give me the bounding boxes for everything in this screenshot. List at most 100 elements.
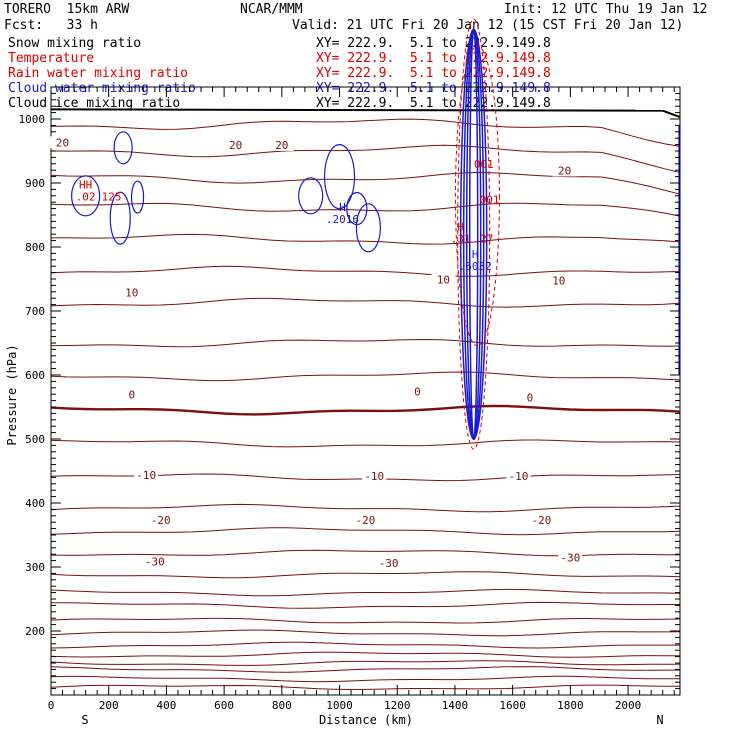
isotherm-line: [50, 527, 681, 536]
isotherm-label-bg: [134, 469, 159, 482]
field-xy-temperature: XY= 222.9. 5.1 to 222.9.149.8: [316, 51, 551, 66]
extremum-value: 001: [480, 194, 500, 207]
rain-contour: [454, 45, 500, 347]
isotherm-label-bg: [148, 513, 173, 526]
y-tick-label: 500: [25, 433, 45, 446]
isotherm-line: [50, 660, 681, 666]
isotherm-line: [50, 439, 681, 448]
isotherm-label-bg: [558, 551, 583, 564]
isotherm-label-bg: [353, 513, 378, 526]
isotherm-label-bg: [529, 513, 554, 526]
isotherm-label: -30: [145, 556, 165, 569]
isotherm-line: [50, 338, 681, 348]
valid-time: Valid: 21 UTC Fri 20 Jan 12 (15 CST Fri …: [292, 18, 684, 33]
extremum-value: 27: [480, 233, 493, 246]
extremum-value: .2016: [326, 213, 359, 226]
isotherm-label: 0: [527, 392, 534, 405]
isotherm-line: [50, 651, 681, 658]
isotherm-label: 20: [275, 139, 288, 152]
endpoint-north: N: [656, 713, 663, 727]
y-tick-label: 200: [25, 625, 45, 638]
cloud-water-contour: [113, 131, 133, 165]
y-tick-label: 900: [25, 177, 45, 190]
isotherm-label: -10: [136, 469, 156, 482]
x-tick-label: 400: [156, 699, 176, 712]
center-name: NCAR/MMM: [240, 2, 303, 17]
convective-cloud-contour: [468, 28, 479, 440]
isotherm-label: -30: [560, 552, 580, 565]
extremum-marker: H: [472, 248, 479, 261]
isotherm-line: [50, 297, 681, 308]
isotherm-label: -30: [379, 557, 399, 570]
extremum-value: 125: [102, 190, 122, 203]
terrain-line: [662, 109, 681, 119]
field-xy-rain: XY= 222.9. 5.1 to 222.9.149.8: [316, 66, 551, 81]
extremum-value: 001: [474, 158, 494, 171]
init-time: Init: 12 UTC Thu 19 Jan 12: [504, 2, 708, 17]
isotherm-label-bg: [269, 138, 294, 151]
isotherm-label: -20: [151, 514, 171, 527]
cloud-water-contour: [109, 191, 131, 245]
isotherm-label: -20: [356, 514, 376, 527]
isotherm-label-bg: [119, 286, 144, 299]
rain-contour: [457, 18, 491, 450]
isotherm-label-bg: [517, 391, 542, 404]
isotherm-label: 20: [56, 136, 69, 149]
cloud-water-contour: [346, 192, 368, 226]
field-xy-cloud-ice: XY= 222.9. 5.1 to 222.9.149.8: [316, 96, 551, 111]
cloud-water-contour: [298, 177, 324, 215]
y-tick-label: 600: [25, 369, 45, 382]
isotherm-label-bg: [362, 469, 387, 482]
isotherm-label-bg: [552, 164, 577, 177]
isotherm-label-bg: [376, 556, 401, 569]
isotherm-label: 10: [125, 287, 138, 300]
y-tick-label: 700: [25, 305, 45, 318]
isotherm-label: 0: [414, 385, 421, 398]
isotherm-line: [51, 601, 680, 609]
extremum-value: .02: [76, 190, 96, 203]
y-tick-label: 1000: [19, 113, 46, 126]
isotherm-line: [50, 571, 681, 579]
isotherm-line: [50, 265, 681, 277]
isotherm-label: 10: [437, 273, 450, 286]
field-name-cloud-ice: Cloud ice mixing ratio: [8, 96, 181, 111]
isotherm-label-bg: [119, 388, 144, 401]
extremum-marker: H: [457, 221, 464, 234]
extremum-marker: H: [339, 201, 346, 214]
isotherm-label-bg: [50, 136, 75, 149]
isotherm-label-bg: [142, 555, 167, 568]
x-tick-label: 600: [214, 699, 234, 712]
x-tick-label: 2000: [615, 699, 642, 712]
x-tick-label: 1000: [326, 699, 353, 712]
cloud-water-contour: [323, 144, 356, 210]
x-tick-label: 0: [48, 699, 55, 712]
isotherm-line: [50, 629, 681, 637]
endpoint-south: S: [81, 713, 88, 727]
isotherm-label: 0: [128, 388, 135, 401]
terrain-line: [50, 108, 663, 112]
isotherm-label-bg: [506, 469, 531, 482]
extremum-marker: HH: [79, 178, 92, 191]
forecast-hour: Fcst: 33 h: [4, 18, 98, 33]
isotherm-line: [50, 617, 681, 624]
model-name: TORERO 15km ARW: [4, 2, 130, 17]
isotherm-line: [50, 202, 681, 217]
isotherm-line: [50, 503, 681, 513]
x-tick-label: 800: [272, 699, 292, 712]
y-tick-label: 400: [25, 497, 45, 510]
isotherm-line: [50, 171, 681, 195]
x-tick-label: 1800: [557, 699, 584, 712]
extremum-value: .6032: [459, 260, 492, 273]
cloud-water-contour: [355, 203, 381, 253]
y-tick-label: 800: [25, 241, 45, 254]
extremum-value: .31: [451, 233, 471, 246]
y-tick-label: 300: [25, 561, 45, 574]
isotherm-line: [50, 684, 681, 691]
isotherm-label: 20: [558, 164, 571, 177]
isotherm-label-bg: [405, 385, 430, 398]
isotherm-line: [50, 118, 681, 147]
isotherm-line: [50, 588, 681, 597]
